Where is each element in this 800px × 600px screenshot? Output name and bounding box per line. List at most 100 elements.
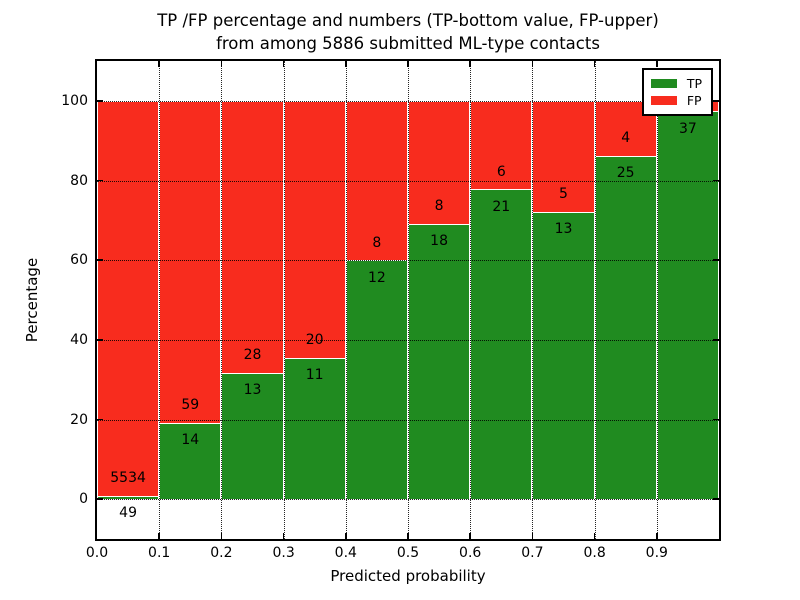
tp-count-label-3: 11 — [305, 367, 324, 384]
x-tick-mark-top — [593, 61, 596, 67]
y-axis-label: Percentage — [23, 257, 41, 343]
fp-count-label-3: 20 — [305, 332, 324, 349]
y-tick-mark-right — [713, 498, 719, 500]
tp-count-label-2: 13 — [243, 382, 262, 399]
y-tick-mark-left — [97, 259, 103, 261]
v-gridline-0.5 — [408, 61, 409, 539]
tp-count-label-8: 25 — [616, 165, 635, 182]
x-tick-label-0.6: 0.6 — [459, 545, 482, 561]
x-tick-label-0.5: 0.5 — [396, 545, 420, 561]
fp-count-label-8: 4 — [621, 130, 631, 147]
tp-swatch-icon — [650, 79, 677, 88]
x-tick-mark-top — [345, 61, 347, 67]
x-tick-mark-bottom — [158, 533, 160, 539]
bar-segment-fp-2 — [221, 100, 284, 373]
bar-segment-tp-4 — [345, 260, 408, 500]
x-tick-mark-top — [407, 61, 409, 67]
tp-count-label-6: 21 — [492, 198, 511, 215]
x-tick-mark-bottom — [531, 533, 534, 539]
v-gridline-0.1 — [159, 61, 161, 539]
tp-count-label-9: 37 — [678, 120, 697, 137]
fp-swatch-icon — [650, 96, 677, 105]
x-tick-label-0.1: 0.1 — [148, 545, 171, 561]
bar-segment-tp-2 — [221, 372, 284, 500]
y-tick-label-0: 0 — [79, 491, 88, 508]
x-tick-mark-top — [531, 61, 534, 67]
legend-item-fp: FP — [650, 92, 702, 109]
x-tick-label-0.2: 0.2 — [210, 545, 233, 561]
tp-count-label-0: 49 — [119, 505, 138, 522]
bar-segment-tp-5 — [408, 223, 471, 500]
x-tick-label-0.7: 0.7 — [521, 545, 544, 561]
fp-count-label-7: 5 — [559, 186, 568, 203]
x-tick-mark-top — [656, 61, 658, 67]
v-gridline-0.9 — [656, 61, 658, 539]
legend: TP FP — [641, 68, 713, 116]
bar-segment-tp-6 — [470, 189, 533, 500]
y-tick-mark-left — [97, 339, 103, 341]
bar-segment-tp-8 — [594, 155, 657, 500]
x-tick-mark-bottom — [282, 533, 285, 539]
bar-segment-fp-7 — [532, 100, 595, 212]
y-tick-mark-right — [713, 100, 719, 102]
x-tick-mark-bottom — [469, 533, 471, 539]
y-tick-mark-left — [97, 179, 103, 182]
legend-label-fp: FP — [686, 93, 702, 108]
y-tick-mark-right — [713, 418, 719, 421]
y-tick-mark-left — [97, 498, 103, 500]
x-tick-label-0.9: 0.9 — [645, 545, 668, 561]
v-gridline-0.7 — [532, 61, 534, 539]
x-tick-label-0.8: 0.8 — [583, 545, 606, 561]
y-tick-label-60: 60 — [70, 252, 88, 269]
tp-count-label-1: 14 — [181, 432, 200, 449]
chart-title-line1: TP /FP percentage and numbers (TP-bottom… — [157, 11, 659, 30]
legend-label-tp: TP — [686, 76, 702, 91]
bar-segment-tp-7 — [532, 211, 595, 500]
bar-segment-fp-4 — [345, 100, 408, 261]
fp-count-label-0: 5534 — [110, 470, 146, 487]
chart-title-line2: from among 5886 submitted ML-type contac… — [216, 34, 600, 53]
legend-item-tp: TP — [650, 75, 702, 92]
v-gridline-0.4 — [345, 61, 347, 539]
y-tick-mark-left — [97, 100, 103, 102]
y-tick-mark-right — [713, 259, 719, 261]
y-tick-mark-right — [713, 339, 719, 341]
x-tick-mark-bottom — [407, 533, 409, 539]
v-gridline-0.8 — [594, 61, 596, 539]
v-gridline-0.3 — [283, 61, 285, 539]
x-tick-label-0.4: 0.4 — [334, 545, 357, 561]
bar-segment-tp-0 — [97, 495, 160, 500]
bar-segment-fp-3 — [283, 100, 346, 358]
x-tick-mark-bottom — [220, 533, 223, 539]
y-tick-mark-left — [97, 418, 103, 421]
tp-count-label-5: 18 — [430, 233, 449, 250]
y-tick-mark-right — [713, 179, 719, 182]
x-tick-mark-bottom — [593, 533, 596, 539]
x-tick-mark-top — [220, 61, 223, 67]
fp-count-label-2: 28 — [243, 347, 262, 364]
x-tick-mark-bottom — [345, 533, 347, 539]
fp-count-label-6: 6 — [496, 163, 506, 180]
bar-segment-fp-0 — [97, 100, 160, 496]
x-tick-mark-top — [282, 61, 285, 67]
plot-area: TP FP 49 5534 14 59 13 28 11 20 12 8 18 8 21 6 13 5 25 4 3… — [97, 61, 719, 539]
x-tick-mark-bottom — [656, 533, 658, 539]
v-gridline-0.2 — [221, 61, 223, 539]
bar-segment-tp-9 — [656, 111, 719, 500]
x-tick-label-0.3: 0.3 — [272, 545, 295, 561]
fp-count-label-5: 8 — [434, 197, 444, 214]
chart-title: TP /FP percentage and numbers (TP-bottom… — [97, 9, 719, 55]
x-tick-mark-top — [158, 61, 160, 67]
tp-count-label-4: 12 — [367, 269, 386, 286]
fp-count-label-4: 8 — [372, 234, 382, 251]
x-tick-label-0.0: 0.0 — [85, 545, 109, 561]
x-axis-label: Predicted probability — [330, 567, 486, 585]
v-gridline-0.6 — [470, 61, 472, 539]
y-tick-label-40: 40 — [70, 331, 88, 348]
y-tick-label-20: 20 — [70, 411, 88, 428]
fp-count-label-1: 59 — [181, 397, 200, 414]
y-tick-label-80: 80 — [70, 172, 88, 189]
tp-count-label-7: 13 — [554, 221, 573, 238]
bar-segment-fp-1 — [159, 100, 222, 423]
